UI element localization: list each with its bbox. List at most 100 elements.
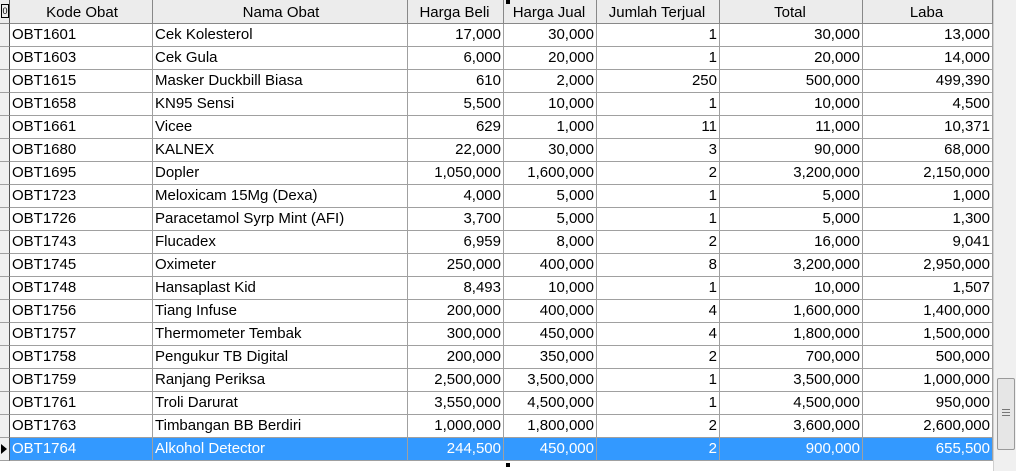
table-row[interactable]: OBT1763 Timbangan BB Berdiri 1,000,000 1,80… <box>0 415 993 438</box>
table-row[interactable]: OBT1758 Pengukur TB Digital 200,000 350,000… <box>0 346 993 369</box>
row-selector[interactable] <box>0 438 10 461</box>
vertical-scrollbar[interactable] <box>993 0 1016 471</box>
cell-harga-jual[interactable]: 3,500,000 <box>504 369 597 392</box>
cell-nama-obat[interactable]: Ranjang Periksa <box>153 369 408 392</box>
cell-harga-beli[interactable]: 200,000 <box>408 300 504 323</box>
cell-jumlah-terjual[interactable]: 2 <box>597 346 720 369</box>
cell-kode-obat[interactable]: OBT1745 <box>10 254 153 277</box>
cell-nama-obat[interactable]: Flucadex <box>153 231 408 254</box>
table-row[interactable]: OBT1695 Dopler 1,050,000 1,600,000 2 3,200,00… <box>0 162 993 185</box>
cell-kode-obat[interactable]: OBT1758 <box>10 346 153 369</box>
cell-jumlah-terjual[interactable]: 2 <box>597 438 720 461</box>
cell-nama-obat[interactable]: Alkohol Detector <box>153 438 408 461</box>
cell-kode-obat[interactable]: OBT1764 <box>10 438 153 461</box>
column-header-nama-obat[interactable]: Nama Obat <box>153 0 408 24</box>
record-selector-corner-icon[interactable]: 0 <box>0 0 10 24</box>
cell-kode-obat[interactable]: OBT1743 <box>10 231 153 254</box>
cell-nama-obat[interactable]: Troli Darurat <box>153 392 408 415</box>
cell-harga-beli[interactable]: 5,500 <box>408 93 504 116</box>
row-selector[interactable] <box>0 415 10 438</box>
cell-nama-obat[interactable]: Pengukur TB Digital <box>153 346 408 369</box>
cell-jumlah-terjual[interactable]: 1 <box>597 277 720 300</box>
cell-harga-beli[interactable]: 6,959 <box>408 231 504 254</box>
cell-laba[interactable]: 14,000 <box>863 47 993 70</box>
cell-total[interactable]: 5,000 <box>720 185 863 208</box>
cell-total[interactable]: 500,000 <box>720 70 863 93</box>
cell-harga-beli[interactable]: 3,550,000 <box>408 392 504 415</box>
cell-kode-obat[interactable]: OBT1761 <box>10 392 153 415</box>
cell-harga-beli[interactable]: 2,500,000 <box>408 369 504 392</box>
cell-laba[interactable]: 2,950,000 <box>863 254 993 277</box>
table-row[interactable]: OBT1764 Alkohol Detector 244,500 450,000 2 90… <box>0 438 993 461</box>
row-selector[interactable] <box>0 231 10 254</box>
cell-total[interactable]: 1,600,000 <box>720 300 863 323</box>
cell-total[interactable]: 11,000 <box>720 116 863 139</box>
scroll-thumb-icon[interactable] <box>997 378 1015 450</box>
cell-laba[interactable]: 1,507 <box>863 277 993 300</box>
cell-harga-beli[interactable]: 610 <box>408 70 504 93</box>
cell-kode-obat[interactable]: OBT1615 <box>10 70 153 93</box>
cell-harga-beli[interactable]: 22,000 <box>408 139 504 162</box>
cell-harga-jual[interactable]: 400,000 <box>504 254 597 277</box>
row-selector[interactable] <box>0 185 10 208</box>
table-row[interactable]: OBT1723 Meloxicam 15Mg (Dexa) 4,000 5,000 1 5… <box>0 185 993 208</box>
row-selector[interactable] <box>0 93 10 116</box>
cell-laba[interactable]: 950,000 <box>863 392 993 415</box>
cell-jumlah-terjual[interactable]: 1 <box>597 24 720 47</box>
cell-nama-obat[interactable]: Vicee <box>153 116 408 139</box>
row-selector[interactable] <box>0 139 10 162</box>
cell-total[interactable]: 1,800,000 <box>720 323 863 346</box>
cell-kode-obat[interactable]: OBT1759 <box>10 369 153 392</box>
cell-total[interactable]: 90,000 <box>720 139 863 162</box>
row-selector[interactable] <box>0 70 10 93</box>
cell-jumlah-terjual[interactable]: 1 <box>597 392 720 415</box>
cell-harga-jual[interactable]: 350,000 <box>504 346 597 369</box>
table-row[interactable]: OBT1756 Tiang Infuse 200,000 400,000 4 1,600,… <box>0 300 993 323</box>
column-header-kode-obat[interactable]: Kode Obat <box>10 0 153 24</box>
cell-kode-obat[interactable]: OBT1661 <box>10 116 153 139</box>
cell-nama-obat[interactable]: Masker Duckbill Biasa <box>153 70 408 93</box>
cell-laba[interactable]: 500,000 <box>863 346 993 369</box>
row-selector[interactable] <box>0 254 10 277</box>
cell-jumlah-terjual[interactable]: 1 <box>597 47 720 70</box>
cell-harga-jual[interactable]: 450,000 <box>504 323 597 346</box>
cell-laba[interactable]: 13,000 <box>863 24 993 47</box>
cell-laba[interactable]: 10,371 <box>863 116 993 139</box>
cell-total[interactable]: 4,500,000 <box>720 392 863 415</box>
cell-laba[interactable]: 1,400,000 <box>863 300 993 323</box>
cell-harga-jual[interactable]: 2,000 <box>504 70 597 93</box>
row-selector[interactable] <box>0 162 10 185</box>
cell-nama-obat[interactable]: Dopler <box>153 162 408 185</box>
row-selector[interactable] <box>0 346 10 369</box>
cell-harga-jual[interactable]: 5,000 <box>504 185 597 208</box>
cell-harga-beli[interactable]: 250,000 <box>408 254 504 277</box>
cell-nama-obat[interactable]: KALNEX <box>153 139 408 162</box>
cell-harga-jual[interactable]: 20,000 <box>504 47 597 70</box>
cell-harga-beli[interactable]: 244,500 <box>408 438 504 461</box>
table-row[interactable]: OBT1658 KN95 Sensi 5,500 10,000 1 10,000 4,500 <box>0 93 993 116</box>
table-row[interactable]: OBT1680 KALNEX 22,000 30,000 3 90,000 68,000 <box>0 139 993 162</box>
table-row[interactable]: OBT1603 Cek Gula 6,000 20,000 1 20,000 14,000 <box>0 47 993 70</box>
table-row[interactable]: OBT1757 Thermometer Tembak 300,000 450,000 4… <box>0 323 993 346</box>
cell-harga-jual[interactable]: 1,600,000 <box>504 162 597 185</box>
cell-harga-jual[interactable]: 4,500,000 <box>504 392 597 415</box>
cell-kode-obat[interactable]: OBT1601 <box>10 24 153 47</box>
column-header-harga-beli[interactable]: Harga Beli <box>408 0 504 24</box>
cell-nama-obat[interactable]: Oximeter <box>153 254 408 277</box>
cell-total[interactable]: 30,000 <box>720 24 863 47</box>
cell-jumlah-terjual[interactable]: 8 <box>597 254 720 277</box>
row-selector[interactable] <box>0 369 10 392</box>
cell-kode-obat[interactable]: OBT1680 <box>10 139 153 162</box>
cell-laba[interactable]: 2,150,000 <box>863 162 993 185</box>
cell-total[interactable]: 3,500,000 <box>720 369 863 392</box>
cell-nama-obat[interactable]: Cek Gula <box>153 47 408 70</box>
cell-total[interactable]: 900,000 <box>720 438 863 461</box>
table-row[interactable]: OBT1601 Cek Kolesterol 17,000 30,000 1 30,000… <box>0 24 993 47</box>
cell-total[interactable]: 3,600,000 <box>720 415 863 438</box>
cell-harga-jual[interactable]: 1,000 <box>504 116 597 139</box>
cell-jumlah-terjual[interactable]: 4 <box>597 323 720 346</box>
cell-harga-beli[interactable]: 8,493 <box>408 277 504 300</box>
cell-laba[interactable]: 1,300 <box>863 208 993 231</box>
cell-harga-beli[interactable]: 629 <box>408 116 504 139</box>
